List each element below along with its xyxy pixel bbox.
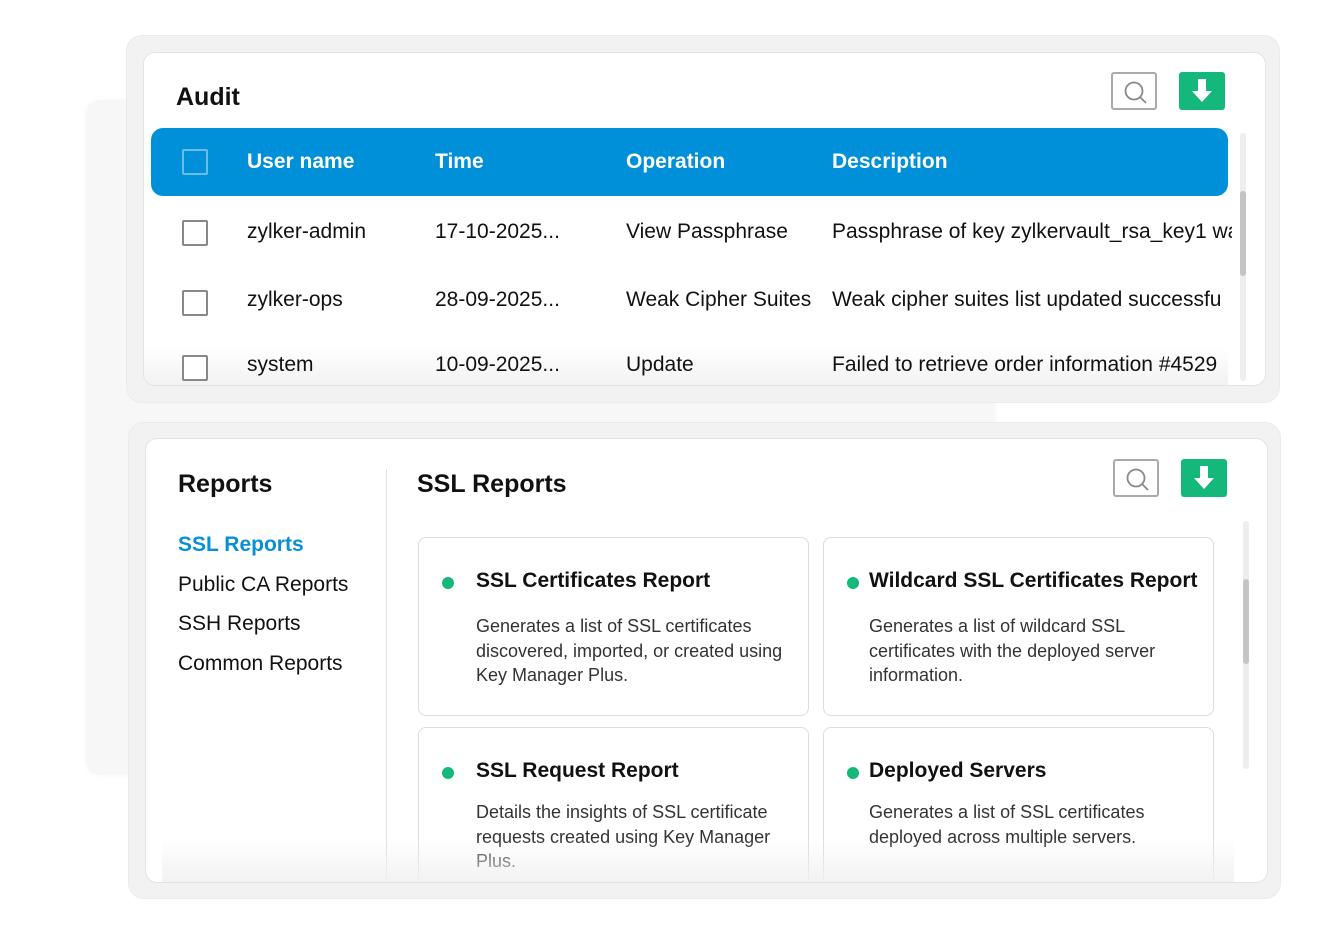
section-title: SSL Reports bbox=[417, 470, 567, 498]
status-dot bbox=[847, 577, 859, 589]
reports-scrollbar[interactable] bbox=[1243, 521, 1249, 769]
user-cell: zylker-ops bbox=[247, 288, 343, 311]
report-card[interactable]: Wildcard SSL Certificates Report Generat… bbox=[823, 537, 1214, 716]
reports-panel: Reports SSL Reports Public CA Reports SS… bbox=[128, 422, 1281, 899]
download-button[interactable] bbox=[1181, 459, 1227, 497]
audit-card: Audit User name Time Operation Descripti… bbox=[143, 52, 1266, 386]
report-card[interactable]: SSL Request Report Details the insights … bbox=[418, 727, 809, 882]
menu-common-reports[interactable]: Common Reports bbox=[178, 652, 343, 675]
report-card[interactable]: Deployed Servers Generates a list of SSL… bbox=[823, 727, 1214, 882]
description-cell: Failed to retrieve order information #45… bbox=[832, 353, 1218, 376]
column-description[interactable]: Description bbox=[832, 150, 948, 173]
operation-cell: Update bbox=[626, 353, 694, 376]
menu-ssh-reports[interactable]: SSH Reports bbox=[178, 612, 301, 635]
audit-panel: Audit User name Time Operation Descripti… bbox=[126, 35, 1280, 403]
operation-cell: View Passphrase bbox=[626, 220, 788, 243]
download-arrow-icon bbox=[1192, 79, 1212, 102]
user-cell: zylker-admin bbox=[247, 220, 367, 243]
time-cell: 10-09-2025... bbox=[435, 353, 560, 376]
status-dot bbox=[442, 577, 454, 589]
report-card-title: Deployed Servers bbox=[869, 759, 1047, 782]
status-dot bbox=[847, 767, 859, 779]
report-card-description: Generates a list of wildcard SSL certifi… bbox=[869, 616, 1156, 685]
reports-title: Reports bbox=[178, 470, 273, 498]
report-card-description: Details the insights of SSL certificate … bbox=[476, 802, 771, 871]
time-cell: 17-10-2025... bbox=[435, 220, 560, 243]
status-dot bbox=[442, 767, 454, 779]
report-card-description: Generates a list of SSL certificates dep… bbox=[869, 802, 1145, 847]
column-operation[interactable]: Operation bbox=[626, 150, 726, 173]
reports-card: Reports SSL Reports Public CA Reports SS… bbox=[145, 438, 1268, 883]
search-icon bbox=[1126, 468, 1149, 491]
table-row[interactable]: zylker-admin 17-10-2025... View Passphra… bbox=[144, 198, 1234, 266]
description-cell: Passphrase of key zylkervault_rsa_key1 w… bbox=[832, 220, 1232, 243]
time-cell: 28-09-2025... bbox=[435, 288, 560, 311]
report-card-title: SSL Certificates Report bbox=[476, 569, 711, 592]
table-row[interactable]: system 10-09-2025... Update Failed to re… bbox=[144, 331, 1234, 385]
report-card-title: SSL Request Report bbox=[476, 759, 679, 782]
row-checkbox[interactable] bbox=[182, 355, 208, 381]
column-user-name[interactable]: User name bbox=[247, 150, 355, 173]
report-card-title: Wildcard SSL Certificates Report bbox=[869, 569, 1198, 592]
row-checkbox[interactable] bbox=[182, 290, 208, 316]
operation-cell: Weak Cipher Suites bbox=[626, 288, 812, 311]
search-icon bbox=[1124, 81, 1147, 104]
column-time[interactable]: Time bbox=[435, 150, 484, 173]
report-card[interactable]: SSL Certificates Report Generates a list… bbox=[418, 537, 809, 716]
audit-title: Audit bbox=[176, 83, 240, 111]
search-button[interactable] bbox=[1111, 72, 1157, 110]
menu-public-ca-reports[interactable]: Public CA Reports bbox=[178, 573, 349, 596]
row-checkbox[interactable] bbox=[182, 220, 208, 246]
scrollbar-thumb[interactable] bbox=[1240, 191, 1246, 276]
select-all-checkbox[interactable] bbox=[182, 149, 208, 175]
scrollbar-thumb[interactable] bbox=[1243, 579, 1249, 664]
menu-ssl-reports[interactable]: SSL Reports bbox=[178, 533, 304, 556]
download-arrow-icon bbox=[1194, 466, 1214, 489]
audit-scrollbar[interactable] bbox=[1240, 133, 1246, 381]
table-row[interactable]: zylker-ops 28-09-2025... Weak Cipher Sui… bbox=[144, 266, 1234, 334]
divider bbox=[386, 469, 387, 882]
table-header: User name Time Operation Description bbox=[151, 128, 1228, 196]
search-button[interactable] bbox=[1113, 459, 1159, 497]
user-cell: system bbox=[247, 353, 314, 376]
report-card-description: Generates a list of SSL certificates dis… bbox=[476, 616, 783, 685]
download-button[interactable] bbox=[1179, 72, 1225, 110]
description-cell: Weak cipher suites list updated successf… bbox=[832, 288, 1222, 311]
